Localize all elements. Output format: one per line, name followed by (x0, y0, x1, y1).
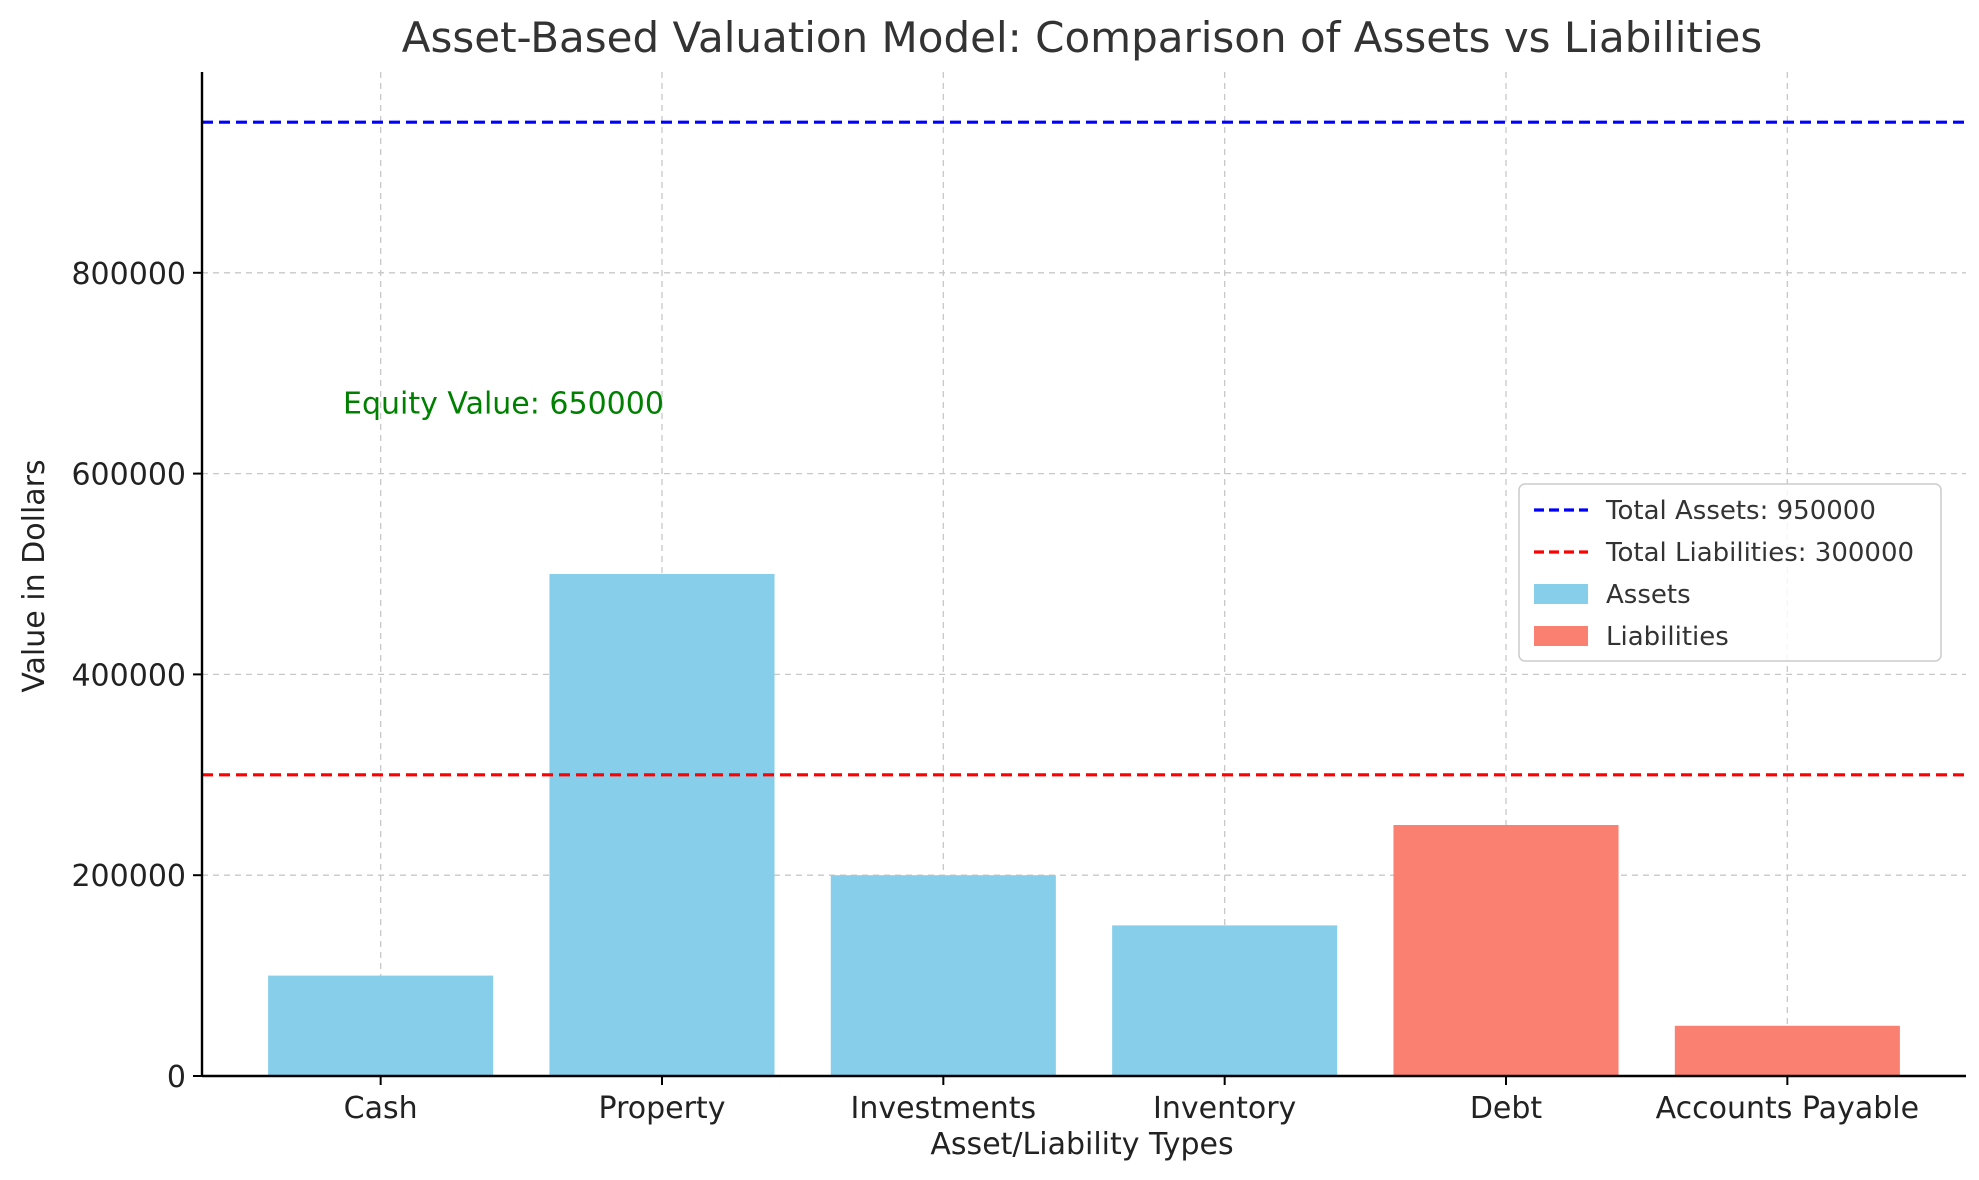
reference-lines (202, 120, 1966, 777)
x-tick-label: Debt (1470, 1091, 1543, 1126)
tick-labels: 0 200000 400000 600000 800000 Cash Property Inv… (71, 257, 1919, 1126)
x-tick-label: Accounts Payable (1656, 1091, 1919, 1126)
chart-title: Asset-Based Valuation Model: Comparison … (402, 13, 1763, 62)
bar-inventory (1112, 925, 1338, 1076)
legend-label: Liabilities (1606, 622, 1729, 652)
bar-property (549, 574, 775, 1076)
legend: Total Assets: 950000 Total Liabilities: 3… (1518, 483, 1942, 662)
equity-value-annotation: Equity Value: 650000 (343, 386, 664, 421)
bars (268, 574, 1900, 1076)
bar-accounts-payable (1674, 1025, 1900, 1076)
y-tick-label: 600000 (71, 458, 186, 493)
x-tick-label: Investments (851, 1091, 1037, 1126)
axes (200, 72, 1966, 1078)
x-tick-label: Inventory (1153, 1091, 1296, 1126)
legend-patch-swatch (1534, 584, 1588, 604)
legend-label: Assets (1606, 580, 1691, 610)
legend-box (1518, 483, 1942, 662)
legend-items: Total Assets: 950000 Total Liabilities: 3… (1534, 496, 1914, 652)
y-tick-label: 0 (167, 1060, 186, 1095)
x-tick-label: Property (599, 1091, 726, 1126)
y-axis-label: Value in Dollars (17, 459, 52, 692)
y-tick-label: 800000 (71, 257, 186, 292)
bar-cash (268, 975, 494, 1076)
legend-patch-swatch (1534, 626, 1588, 646)
legend-label: Total Assets: 950000 (1605, 496, 1876, 526)
bar-debt (1393, 825, 1619, 1076)
y-tick-label: 400000 (71, 658, 186, 693)
x-axis-label: Asset/Liability Types (930, 1127, 1233, 1162)
x-tick-label: Cash (344, 1091, 418, 1126)
legend-label: Total Liabilities: 300000 (1605, 538, 1914, 568)
y-tick-label: 200000 (71, 859, 186, 894)
bar-investments (830, 875, 1056, 1076)
